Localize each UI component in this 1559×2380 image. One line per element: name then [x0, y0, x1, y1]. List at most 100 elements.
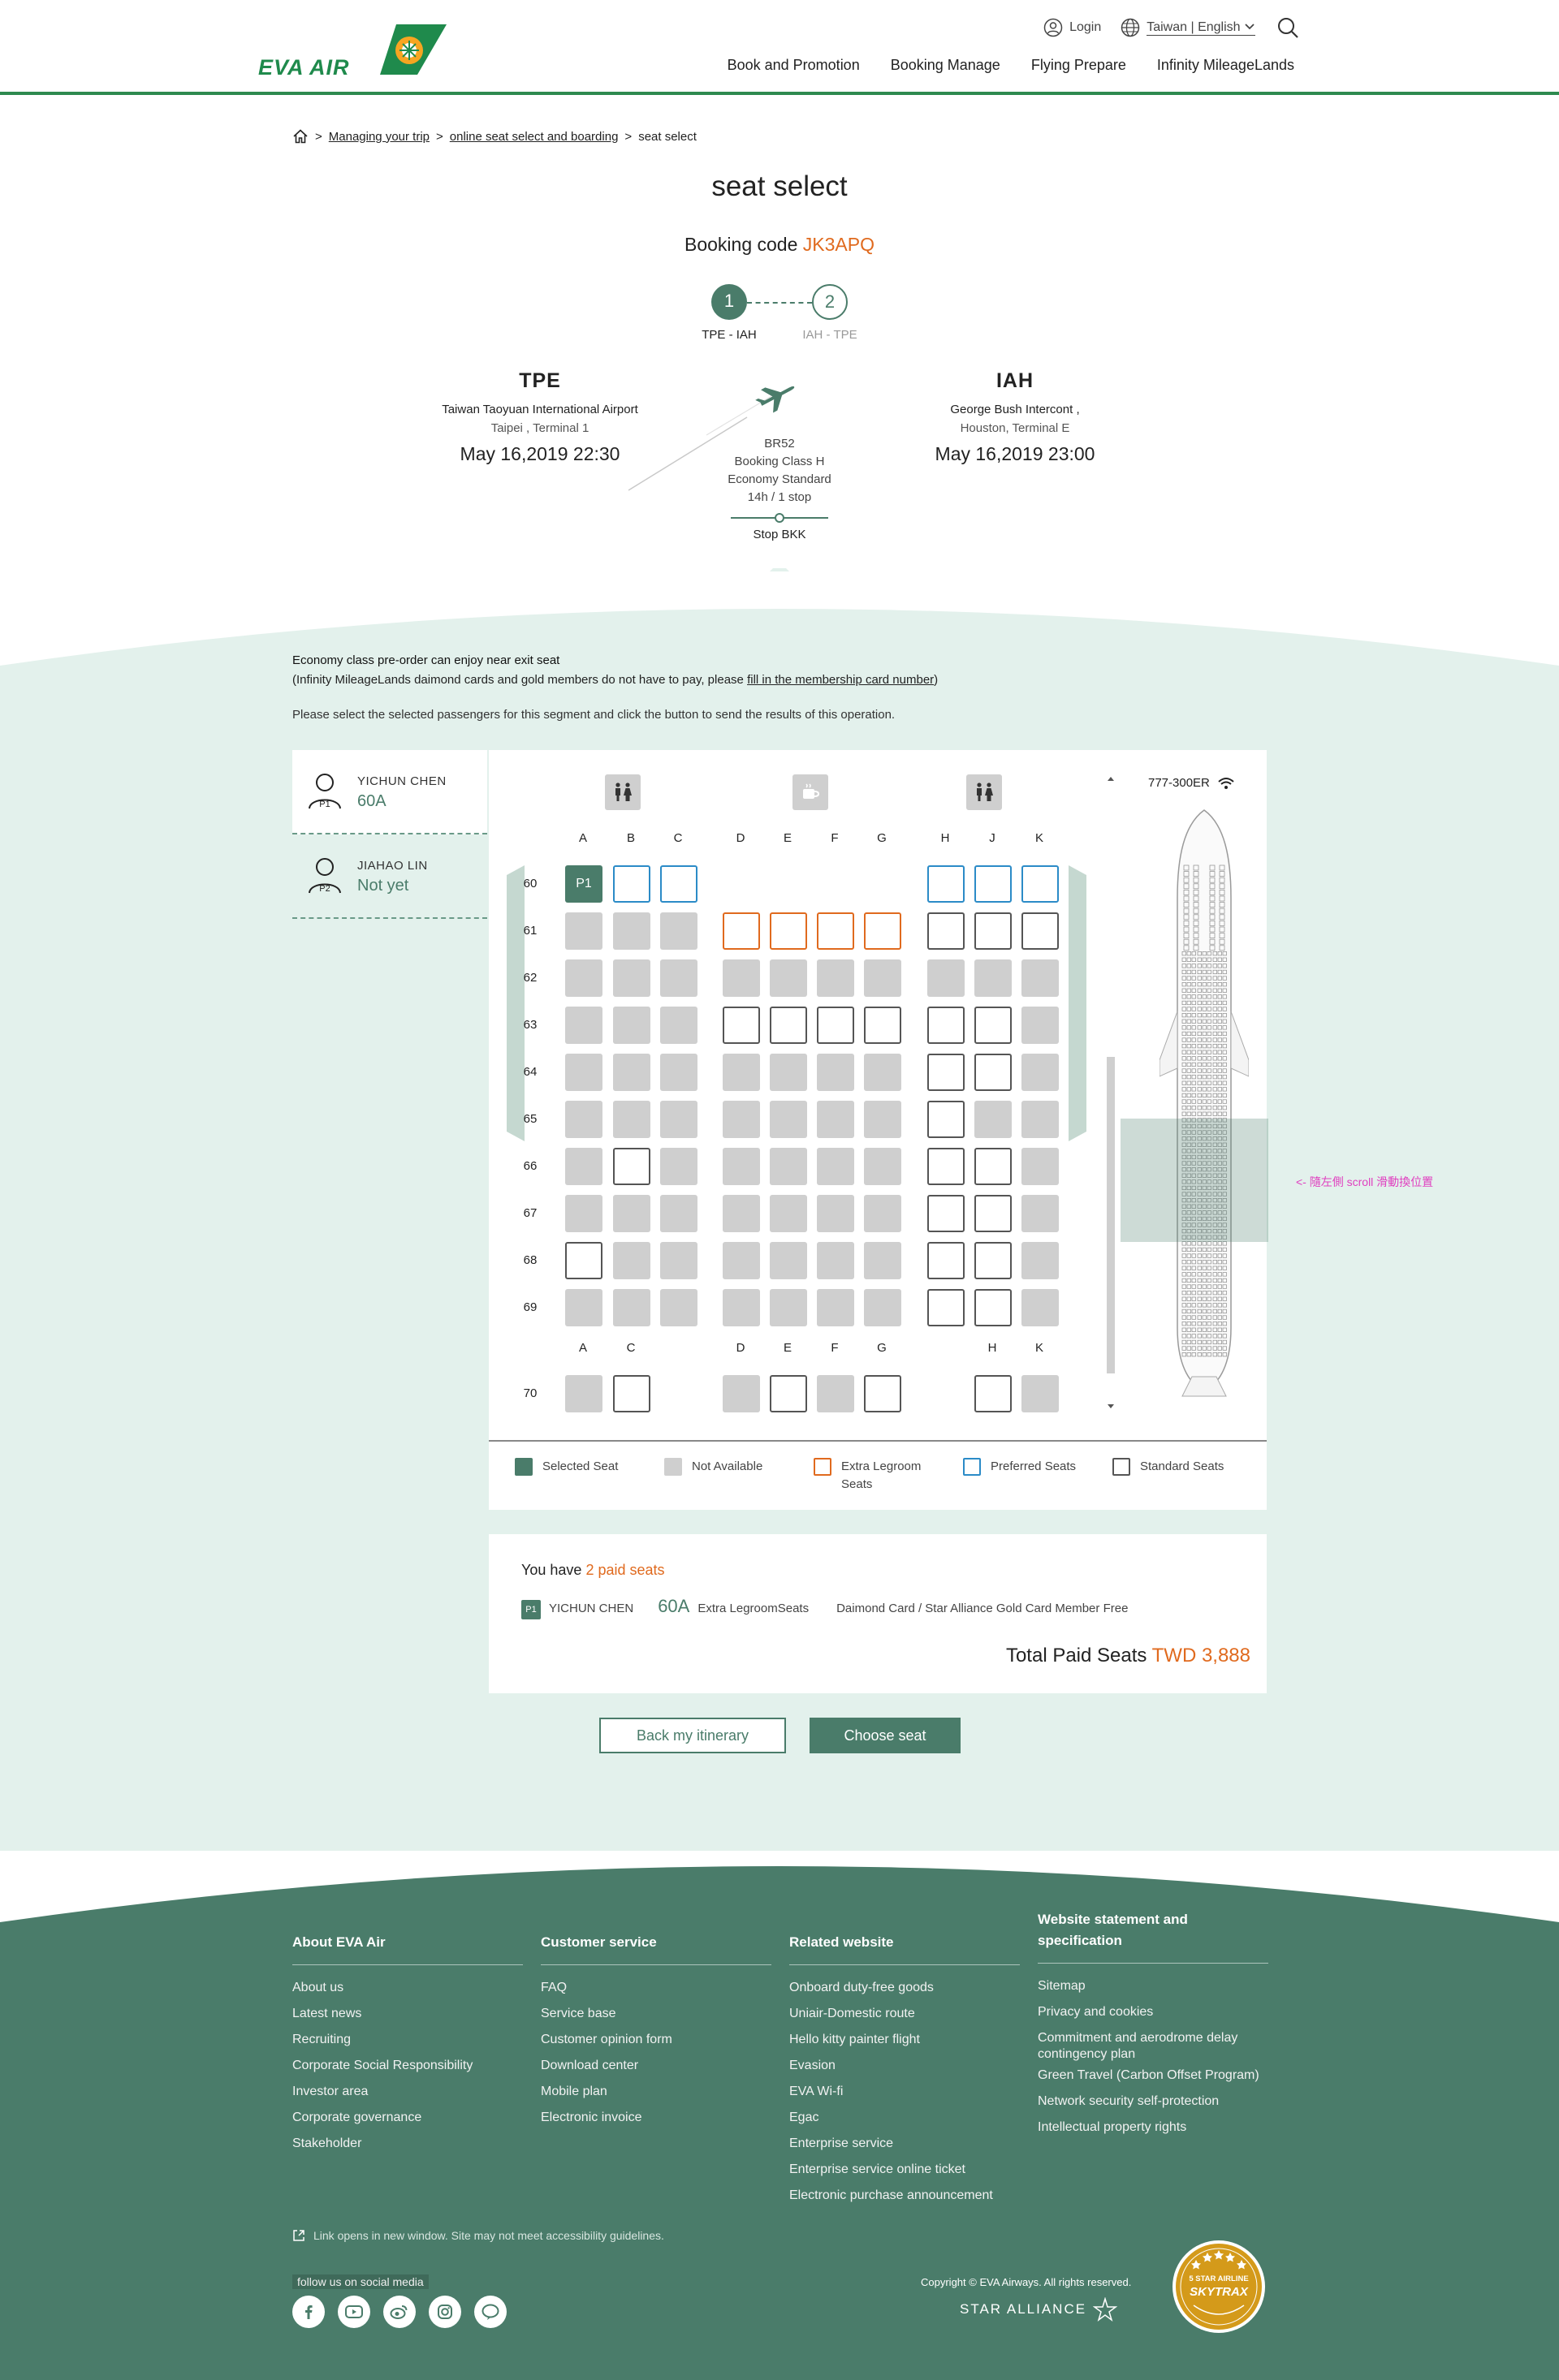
seat-67H[interactable]	[927, 1195, 965, 1232]
footer-link-service-base[interactable]: Service base	[541, 2007, 616, 2020]
step-2-circle[interactable]: 2	[812, 284, 848, 320]
footer-link-uniair[interactable]: Uniair-Domestic route	[789, 2007, 915, 2020]
footer-link-duty-free[interactable]: Onboard duty-free goods	[789, 1981, 934, 1994]
eva-air-logo[interactable]: EVA AIR	[258, 23, 447, 80]
language-selector[interactable]: Taiwan | English	[1121, 18, 1255, 37]
footer-link-commitment[interactable]: Commitment and aerodrome delay contingen…	[1038, 2031, 1238, 2061]
seat-65H[interactable]	[927, 1101, 965, 1138]
nav-book-and-promotion[interactable]: Book and Promotion	[727, 57, 860, 73]
seat-70C[interactable]	[613, 1375, 650, 1412]
footer-link-faq[interactable]: FAQ	[541, 1981, 568, 1994]
paid-seat-number: 60A	[658, 1596, 690, 1616]
seat-61D[interactable]	[723, 912, 760, 950]
scroll-thumb[interactable]	[1107, 1057, 1115, 1373]
instagram-icon[interactable]	[429, 2296, 461, 2328]
seat-65K	[1021, 1101, 1059, 1138]
seat-68H[interactable]	[927, 1242, 965, 1279]
footer-link-enterprise[interactable]: Enterprise service	[789, 2136, 894, 2150]
nav-infinity-mileagelands[interactable]: Infinity MileageLands	[1156, 57, 1294, 73]
aircraft-overview-map[interactable]	[1160, 808, 1249, 1401]
footer-link-green-travel[interactable]: Green Travel (Carbon Offset Program)	[1038, 2068, 1259, 2082]
scroll-down-icon[interactable]	[1106, 1403, 1116, 1411]
footer-link-egac[interactable]: Egac	[789, 2111, 819, 2124]
passenger-tab-p1[interactable]: P1 YICHUN CHEN 60A	[292, 750, 487, 834]
footer-link-invoice[interactable]: Electronic invoice	[541, 2111, 642, 2124]
seat-63E[interactable]	[770, 1007, 807, 1044]
search-icon[interactable]	[1276, 16, 1299, 39]
youtube-icon[interactable]	[338, 2296, 370, 2328]
globe-icon	[1121, 18, 1140, 37]
nav-flying-prepare[interactable]: Flying Prepare	[1030, 57, 1126, 73]
breadcrumb-online-seat-select[interactable]: online seat select and boarding	[449, 129, 619, 144]
seat-67J[interactable]	[974, 1195, 1012, 1232]
footer-link-recruiting[interactable]: Recruiting	[292, 2033, 352, 2046]
weibo-icon[interactable]	[383, 2296, 416, 2328]
map-viewport-indicator[interactable]	[1121, 1119, 1268, 1242]
passenger-tab-p2[interactable]: P2 JIAHAO LIN Not yet	[292, 834, 487, 919]
seat-60K[interactable]	[1021, 865, 1059, 903]
step-1-circle[interactable]: 1	[711, 284, 747, 320]
seat-69H[interactable]	[927, 1289, 965, 1326]
nav-booking-manage[interactable]: Booking Manage	[890, 57, 1000, 73]
seat-63H[interactable]	[927, 1007, 965, 1044]
footer-link-opinion-form[interactable]: Customer opinion form	[541, 2033, 672, 2046]
footer-link-about-us[interactable]: About us	[292, 1981, 344, 1994]
seat-61G[interactable]	[864, 912, 901, 950]
facebook-icon[interactable]	[292, 2296, 325, 2328]
choose-seat-button[interactable]: Choose seat	[810, 1718, 961, 1753]
home-icon[interactable]	[292, 128, 309, 144]
footer-link-mobile[interactable]: Mobile plan	[541, 2085, 607, 2098]
login-link[interactable]: Login	[1043, 18, 1101, 37]
footer-link-governance[interactable]: Corporate governance	[292, 2111, 422, 2124]
breadcrumb-managing-trip[interactable]: Managing your trip	[328, 129, 430, 144]
seat-64H[interactable]	[927, 1054, 965, 1091]
seat-map-scrollbar[interactable]	[1103, 773, 1118, 1414]
footer-link-latest-news[interactable]: Latest news	[292, 2007, 362, 2020]
line-icon[interactable]	[474, 2296, 507, 2328]
footer-link-download[interactable]: Download center	[541, 2059, 639, 2072]
seat-61K[interactable]	[1021, 912, 1059, 950]
footer-link-csr[interactable]: Corporate Social Responsibility	[292, 2059, 473, 2072]
membership-card-link[interactable]: fill in the membership card number	[747, 673, 935, 687]
footer-link-wifi[interactable]: EVA Wi-fi	[789, 2085, 844, 2098]
seat-60H[interactable]	[927, 865, 965, 903]
star-alliance-logo[interactable]: STAR ALLIANCE	[960, 2297, 1118, 2322]
footer-link-ip-rights[interactable]: Intellectual property rights	[1038, 2120, 1187, 2134]
footer-link-sitemap[interactable]: Sitemap	[1038, 1979, 1086, 1993]
seat-60C[interactable]	[660, 865, 697, 903]
back-itinerary-button[interactable]: Back my itinerary	[599, 1718, 786, 1753]
seat-70E[interactable]	[770, 1375, 807, 1412]
seat-66B[interactable]	[613, 1148, 650, 1185]
skytrax-badge[interactable]: 5 STAR AIRLINE SKYTRAX	[1171, 2239, 1267, 2335]
seat-66H[interactable]	[927, 1148, 965, 1185]
seat-61F[interactable]	[817, 912, 854, 950]
seat-70H[interactable]	[974, 1375, 1012, 1412]
skytrax-wordmark: SKYTRAX	[1190, 2285, 1249, 2299]
seat-68J[interactable]	[974, 1242, 1012, 1279]
seat-63G[interactable]	[864, 1007, 901, 1044]
seat-60J[interactable]	[974, 865, 1012, 903]
seat-64J[interactable]	[974, 1054, 1012, 1091]
scroll-up-icon[interactable]	[1106, 774, 1116, 783]
footer-link-evasion[interactable]: Evasion	[789, 2059, 836, 2072]
seat-66J[interactable]	[974, 1148, 1012, 1185]
footer-link-purchase-announcement[interactable]: Electronic purchase announcement	[789, 2188, 993, 2202]
seat-61H[interactable]	[927, 912, 965, 950]
footer-link-investor[interactable]: Investor area	[292, 2085, 369, 2098]
footer-link-privacy[interactable]: Privacy and cookies	[1038, 2005, 1154, 2019]
footer-link-security[interactable]: Network security self-protection	[1038, 2094, 1220, 2108]
seat-68A[interactable]	[565, 1242, 602, 1279]
seat-61J[interactable]	[974, 912, 1012, 950]
seat-60B[interactable]	[613, 865, 650, 903]
footer-link-enterprise-ticket[interactable]: Enterprise service online ticket	[789, 2162, 965, 2176]
seat-61E[interactable]	[770, 912, 807, 950]
footer-link-hello-kitty[interactable]: Hello kitty painter flight	[789, 2033, 920, 2046]
footer-link-stakeholder[interactable]: Stakeholder	[292, 2136, 362, 2150]
seat-63J[interactable]	[974, 1007, 1012, 1044]
seat-63D[interactable]	[723, 1007, 760, 1044]
paid-seat-count: 2 paid seats	[585, 1562, 665, 1578]
seat-60A[interactable]: P1	[565, 865, 602, 903]
seat-69J[interactable]	[974, 1289, 1012, 1326]
seat-63F[interactable]	[817, 1007, 854, 1044]
seat-70G[interactable]	[864, 1375, 901, 1412]
